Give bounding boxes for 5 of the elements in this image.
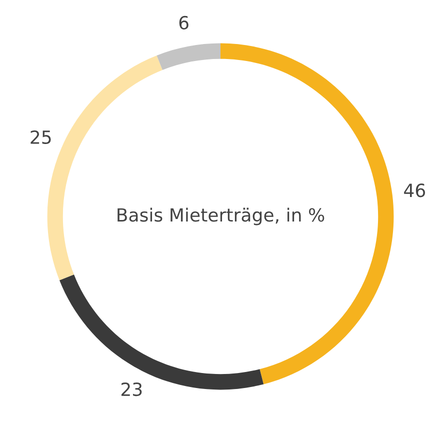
- data-label: 6: [179, 16, 188, 30]
- data-label: 23: [121, 382, 142, 396]
- data-label: 25: [30, 130, 51, 144]
- data-label: 46: [404, 184, 426, 198]
- text: Basis Mieterträge, in %: [118, 208, 324, 226]
